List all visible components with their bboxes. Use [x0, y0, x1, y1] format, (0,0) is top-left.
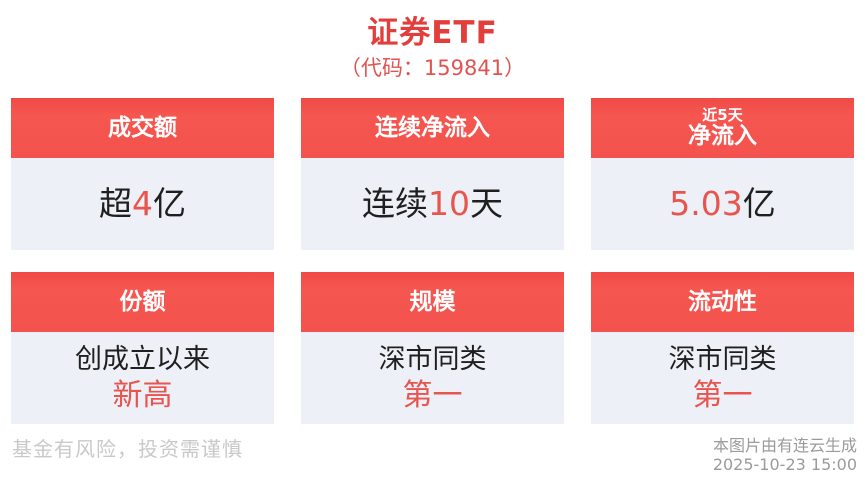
card-turnover: 成交额 超4亿 — [11, 98, 274, 251]
card-liquidity-header: 流动性 — [591, 272, 854, 333]
card-scale-line1: 深市同类 — [378, 343, 487, 375]
card-header-label: 成交额 — [108, 115, 177, 142]
value-suffix: 亿 — [153, 184, 186, 224]
card-header-label: 连续净流入 — [375, 115, 490, 142]
watermark-timestamp: 2025-10-23 15:00 — [712, 454, 857, 474]
card-scale: 规模 深市同类 第一 — [301, 272, 564, 425]
card-scale-body: 深市同类 第一 — [301, 332, 564, 425]
card-5day-net-inflow-header: 近5天 净流入 — [591, 98, 854, 159]
card-header-label: 流动性 — [688, 289, 757, 316]
card-shares-header: 份额 — [11, 272, 274, 333]
metric-card-grid: 成交额 超4亿 连续净流入 连续10天 近5天 净流入 — [0, 98, 865, 425]
value-prefix: 超 — [99, 184, 132, 224]
value-suffix: 天 — [470, 184, 503, 224]
value-highlight: 10 — [428, 184, 470, 224]
risk-disclaimer: 基金有风险，投资需谨慎 — [12, 437, 243, 461]
card-header-label: 规模 — [409, 289, 456, 316]
card-consecutive-inflow-body: 连续10天 — [301, 158, 564, 251]
value-suffix: 亿 — [742, 184, 776, 224]
title-block: 证券ETF （代码：159841） — [0, 0, 865, 81]
card-5day-net-inflow-body: 5.03亿 — [591, 158, 854, 251]
card-5day-net-inflow-value: 5.03亿 — [669, 185, 775, 223]
card-turnover-value: 超4亿 — [99, 185, 186, 223]
card-shares-line1: 创成立以来 — [75, 343, 210, 375]
card-header-top-label: 近5天 — [702, 105, 743, 124]
card-liquidity: 流动性 深市同类 第一 — [591, 272, 854, 425]
card-consecutive-inflow: 连续净流入 连续10天 — [301, 98, 564, 251]
card-header-label: 净流入 — [688, 123, 757, 150]
watermark-source: 本图片由有连云生成 — [712, 436, 857, 456]
value-highlight: 4 — [132, 184, 153, 224]
card-header-label: 份额 — [119, 289, 166, 316]
card-shares-line2: 新高 — [112, 377, 173, 413]
card-turnover-header: 成交额 — [11, 98, 274, 159]
card-turnover-body: 超4亿 — [11, 158, 274, 251]
card-liquidity-body: 深市同类 第一 — [591, 332, 854, 425]
card-shares: 份额 创成立以来 新高 — [11, 272, 274, 425]
card-5day-net-inflow: 近5天 净流入 5.03亿 — [591, 98, 854, 251]
footer: 基金有风险，投资需谨慎 本图片由有连云生成 2025-10-23 15:00 — [0, 433, 865, 474]
card-liquidity-line1: 深市同类 — [668, 343, 777, 375]
watermark: 本图片由有连云生成 2025-10-23 15:00 — [712, 436, 857, 474]
page-title: 证券ETF — [367, 15, 498, 51]
card-liquidity-line2: 第一 — [692, 377, 753, 413]
card-scale-header: 规模 — [301, 272, 564, 333]
card-scale-line2: 第一 — [402, 377, 463, 413]
value-prefix: 连续 — [362, 184, 428, 224]
etf-code-subtitle: （代码：159841） — [339, 56, 526, 81]
card-consecutive-inflow-header: 连续净流入 — [301, 98, 564, 159]
value-highlight: 5.03 — [669, 184, 743, 224]
card-shares-body: 创成立以来 新高 — [11, 332, 274, 425]
card-consecutive-inflow-value: 连续10天 — [362, 185, 503, 223]
